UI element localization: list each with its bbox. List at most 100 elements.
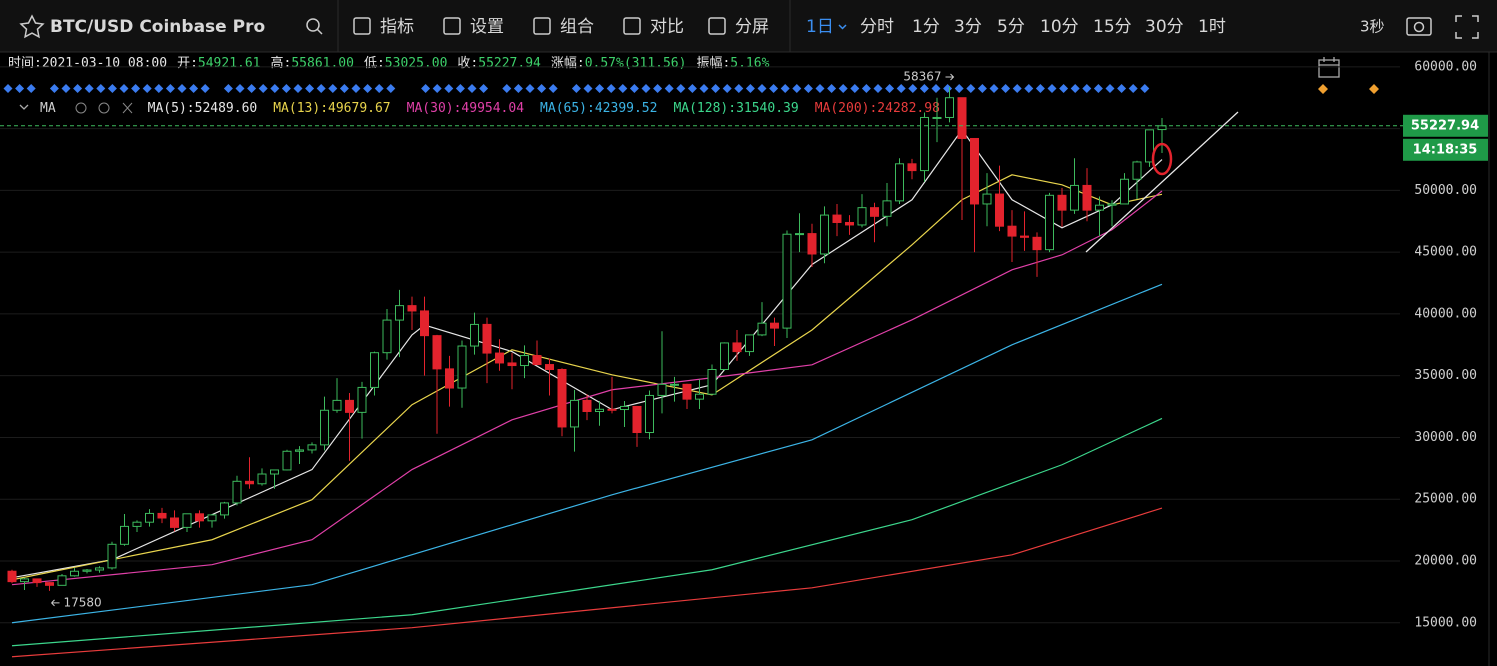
trend-line[interactable] (1085, 111, 1239, 253)
event-marker[interactable] (351, 84, 361, 93)
event-marker[interactable] (687, 84, 697, 93)
event-marker[interactable] (26, 84, 36, 93)
tool-button[interactable]: 指标 (380, 17, 414, 37)
settings-icon[interactable] (98, 102, 110, 114)
calendar-icon[interactable] (1318, 57, 1340, 78)
event-marker[interactable] (757, 84, 767, 93)
event-marker[interactable] (316, 84, 326, 93)
event-marker[interactable] (1012, 84, 1022, 93)
event-marker[interactable] (861, 84, 871, 93)
event-marker[interactable] (1105, 84, 1115, 93)
event-marker[interactable] (989, 84, 999, 93)
event-marker[interactable] (1128, 84, 1138, 93)
event-marker[interactable] (165, 84, 175, 93)
event-marker[interactable] (734, 84, 744, 93)
event-marker[interactable] (653, 84, 663, 93)
event-marker[interactable] (641, 84, 651, 93)
event-marker[interactable] (107, 84, 117, 93)
event-marker[interactable] (548, 84, 558, 93)
event-marker[interactable] (455, 84, 465, 93)
event-marker[interactable] (339, 84, 349, 93)
event-marker[interactable] (722, 84, 732, 93)
remove-icon[interactable] (122, 102, 133, 114)
event-marker[interactable] (281, 84, 291, 93)
event-marker[interactable] (931, 84, 941, 93)
event-marker[interactable] (467, 84, 477, 93)
event-marker[interactable] (1140, 84, 1150, 93)
event-marker[interactable] (432, 84, 442, 93)
visibility-icon[interactable] (75, 102, 87, 114)
event-marker[interactable] (977, 84, 987, 93)
event-marker[interactable] (792, 84, 802, 93)
tool-button[interactable]: 分屏 (735, 17, 769, 37)
event-marker[interactable] (363, 84, 373, 93)
event-marker[interactable] (3, 84, 13, 93)
event-marker[interactable] (96, 84, 106, 93)
event-marker[interactable] (49, 84, 59, 93)
event-marker[interactable] (154, 84, 164, 93)
interval-button[interactable]: 1时 (1198, 17, 1226, 37)
event-marker[interactable] (479, 84, 489, 93)
event-marker[interactable] (583, 84, 593, 93)
camera-icon[interactable] (1406, 17, 1432, 36)
search-icon[interactable] (306, 18, 323, 35)
event-marker[interactable] (73, 84, 83, 93)
event-marker[interactable] (293, 84, 303, 93)
tool-button[interactable]: 组合 (560, 17, 594, 37)
event-marker[interactable] (258, 84, 268, 93)
event-marker[interactable] (571, 84, 581, 93)
event-marker[interactable] (919, 84, 929, 93)
event-marker[interactable] (247, 84, 257, 93)
event-marker[interactable] (200, 84, 210, 93)
tool-icon[interactable] (353, 17, 371, 35)
event-marker[interactable] (780, 84, 790, 93)
event-marker[interactable] (1047, 84, 1057, 93)
tool-button[interactable]: 设置 (470, 17, 504, 37)
event-marker[interactable] (745, 84, 755, 93)
event-marker[interactable] (502, 84, 512, 93)
refresh-rate[interactable]: 3秒 (1360, 18, 1385, 36)
tool-icon[interactable] (623, 17, 641, 35)
tool-icon[interactable] (443, 17, 461, 35)
interval-button[interactable]: 1日 (806, 17, 834, 37)
event-marker[interactable] (908, 84, 918, 93)
event-marker[interactable] (1082, 84, 1092, 93)
event-marker[interactable] (1117, 84, 1127, 93)
interval-button[interactable]: 5分 (997, 17, 1025, 37)
interval-button[interactable]: 15分 (1093, 17, 1132, 37)
interval-button[interactable]: 分时 (860, 17, 894, 37)
fullscreen-icon[interactable] (1455, 15, 1479, 39)
event-marker[interactable] (618, 84, 628, 93)
event-marker[interactable] (664, 84, 674, 93)
event-marker[interactable] (827, 84, 837, 93)
tool-button[interactable]: 对比 (650, 17, 684, 37)
event-marker[interactable] (954, 84, 964, 93)
event-marker[interactable] (444, 84, 454, 93)
event-marker[interactable] (966, 84, 976, 93)
event-marker[interactable] (61, 84, 71, 93)
event-marker[interactable] (119, 84, 129, 93)
event-marker[interactable] (177, 84, 187, 93)
event-marker[interactable] (815, 84, 825, 93)
event-marker[interactable] (1035, 84, 1045, 93)
event-marker[interactable] (606, 84, 616, 93)
event-marker[interactable] (676, 84, 686, 93)
event-marker[interactable] (850, 84, 860, 93)
event-marker[interactable] (142, 84, 152, 93)
event-marker[interactable] (1093, 84, 1103, 93)
event-marker[interactable] (223, 84, 233, 93)
event-marker[interactable] (386, 84, 396, 93)
event-marker[interactable] (525, 84, 535, 93)
event-marker[interactable] (1024, 84, 1034, 93)
event-marker[interactable] (421, 84, 431, 93)
event-marker[interactable] (838, 84, 848, 93)
tool-icon[interactable] (708, 17, 726, 35)
event-marker[interactable] (189, 84, 199, 93)
event-marker[interactable] (513, 84, 523, 93)
event-marker[interactable] (699, 84, 709, 93)
event-marker[interactable] (1001, 84, 1011, 93)
event-marker[interactable] (595, 84, 605, 93)
event-marker[interactable] (803, 84, 813, 93)
event-marker[interactable] (131, 84, 141, 93)
event-marker[interactable] (896, 84, 906, 93)
